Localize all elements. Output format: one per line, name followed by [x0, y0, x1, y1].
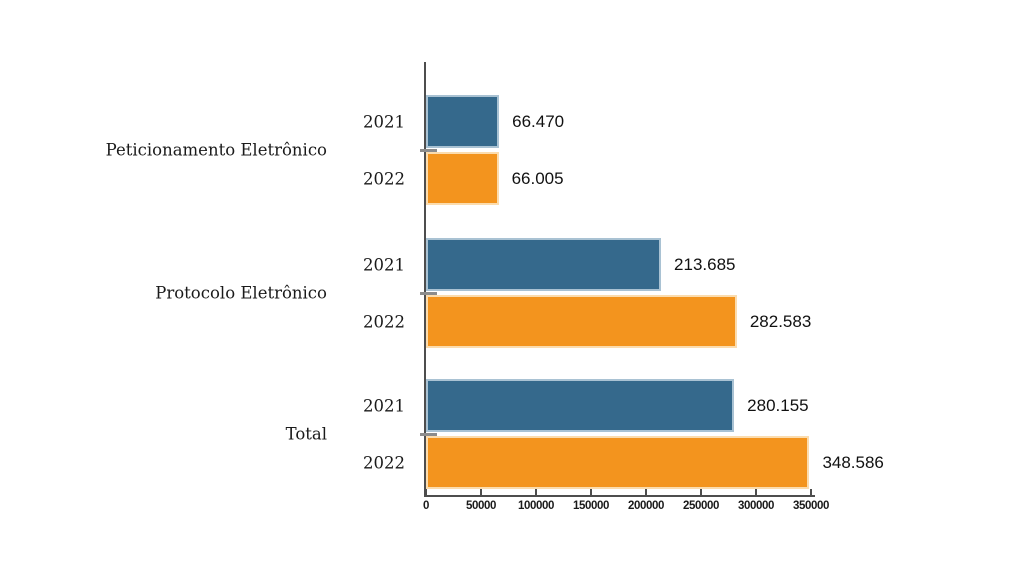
- series-year-label-2022: 2022: [363, 312, 405, 331]
- series-year-label-2021: 2021: [363, 255, 405, 274]
- y-axis-line: [424, 62, 426, 497]
- x-axis-tick-label: 250000: [683, 500, 719, 512]
- value-label-2021-peticionamento-eletronico: 66.470: [512, 111, 565, 131]
- category-label-peticionamento-eletronico: Peticionamento Eletrônico: [105, 140, 327, 160]
- x-axis-tick-label: 0: [423, 500, 429, 512]
- series-year-label-2021: 2021: [363, 396, 405, 415]
- category-axis-tick: [420, 292, 437, 295]
- x-axis-tick: [810, 489, 812, 495]
- x-axis-tick: [755, 489, 757, 495]
- value-label-2021-protocolo-eletronico: 213.685: [674, 254, 736, 274]
- x-axis-tick-label: 300000: [738, 500, 774, 512]
- bar-2021-peticionamento-eletronico: [426, 95, 500, 148]
- x-axis-tick: [425, 489, 427, 495]
- x-axis-tick-label: 350000: [793, 500, 829, 512]
- x-axis-tick-label: 200000: [628, 500, 664, 512]
- bar-2022-total: [426, 436, 810, 489]
- bar-2022-peticionamento-eletronico: [426, 152, 499, 205]
- x-axis-tick-label: 100000: [518, 500, 554, 512]
- value-label-2021-total: 280.155: [747, 395, 809, 415]
- bar-2021-protocolo-eletronico: [426, 238, 662, 291]
- x-axis-tick: [535, 489, 537, 495]
- x-axis-line: [424, 495, 815, 497]
- category-axis-tick: [420, 433, 437, 436]
- category-axis-tick: [420, 149, 437, 152]
- category-label-total: Total: [285, 424, 327, 444]
- x-axis-tick: [480, 489, 482, 495]
- series-year-label-2022: 2022: [363, 169, 405, 188]
- value-label-2022-total: 348.586: [822, 452, 884, 472]
- series-year-label-2022: 2022: [363, 453, 405, 472]
- x-axis-tick: [700, 489, 702, 495]
- bar-2022-protocolo-eletronico: [426, 295, 737, 348]
- x-axis-tick: [590, 489, 592, 495]
- x-axis-tick-label: 150000: [573, 500, 609, 512]
- series-year-label-2021: 2021: [363, 112, 405, 131]
- category-label-protocolo-eletronico: Protocolo Eletrônico: [155, 283, 327, 303]
- value-label-2022-peticionamento-eletronico: 66.005: [511, 168, 564, 188]
- x-axis-tick-label: 50000: [466, 500, 496, 512]
- bar-2021-total: [426, 379, 735, 432]
- value-label-2022-protocolo-eletronico: 282.583: [749, 311, 812, 331]
- x-axis-tick: [645, 489, 647, 495]
